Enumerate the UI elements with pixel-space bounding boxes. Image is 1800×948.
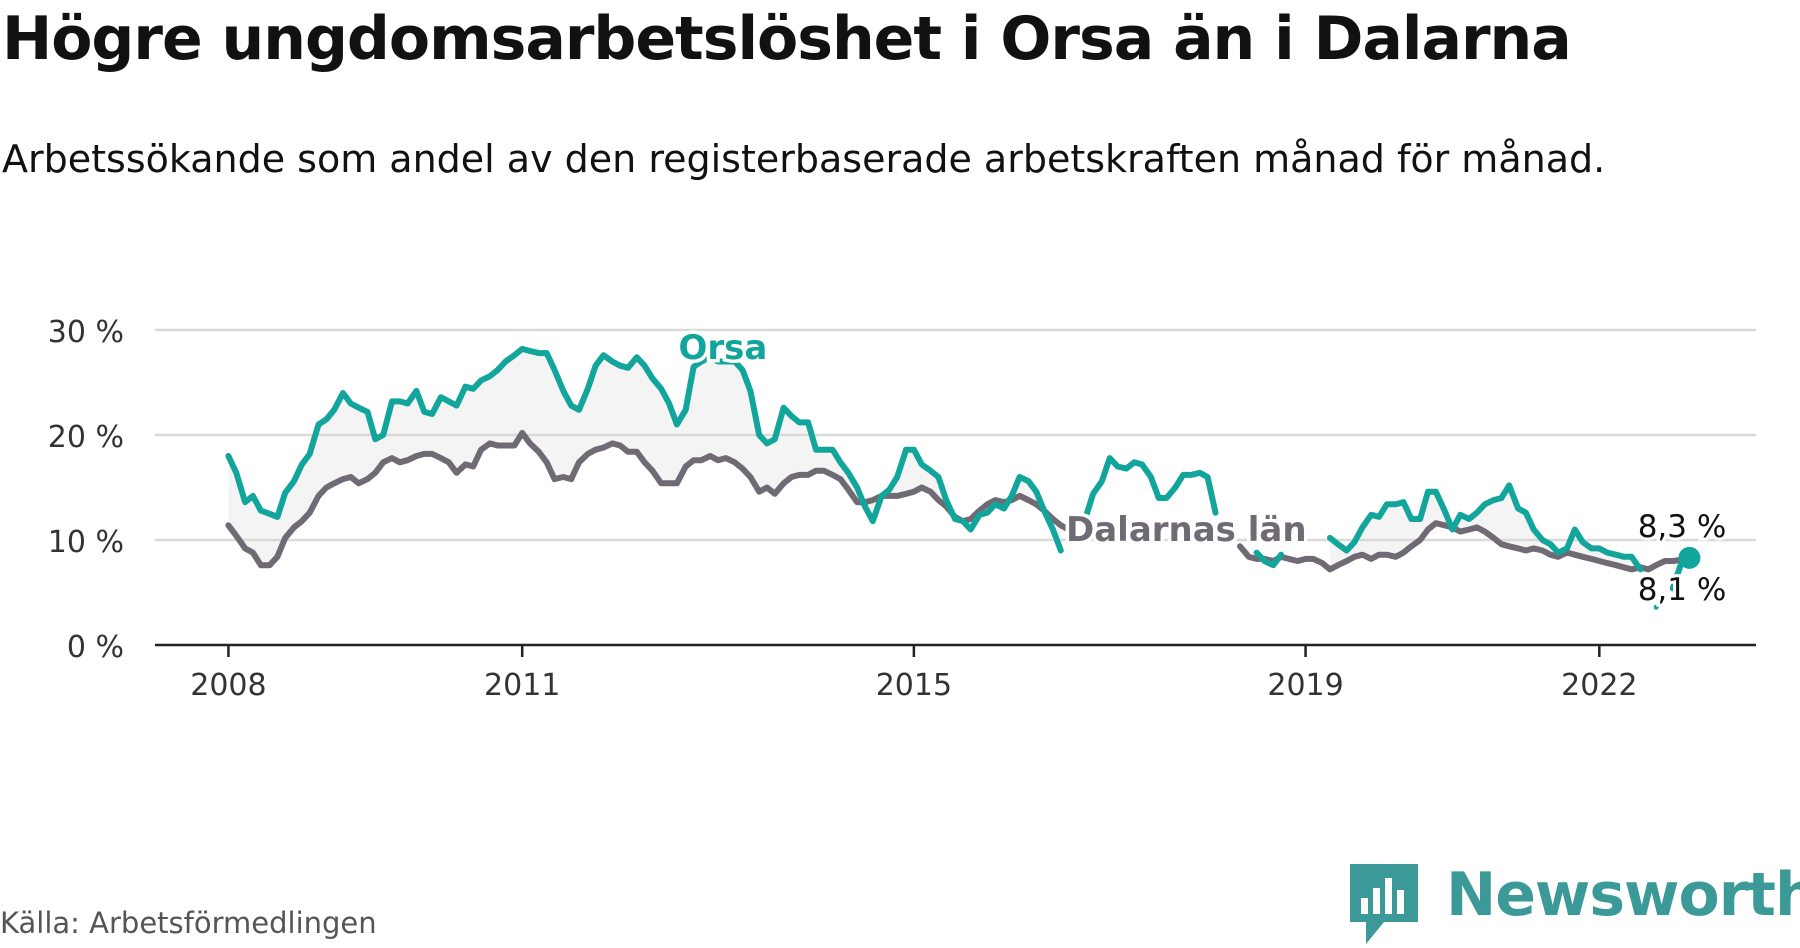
dalarna-series-line (1237, 520, 1684, 573)
chart-title: Högre ungdomsarbetslöshet i Orsa än i Da… (2, 4, 1572, 74)
orsa-end-marker (1678, 546, 1701, 569)
gridlines (155, 328, 1756, 542)
y-tick-label: 30 % (48, 315, 124, 350)
orsa-value-annotation: 8,3 % (1638, 509, 1727, 545)
orsa-series-line (1327, 482, 1644, 573)
orsa-series-line (1082, 455, 1219, 522)
orsa-series-line (1253, 549, 1285, 569)
y-tick-label: 10 % (48, 525, 124, 560)
y-tick-label: 20 % (48, 420, 124, 455)
x-tick-label: 2015 (876, 668, 952, 703)
brand-name: Newsworthy (1446, 860, 1800, 930)
orsa-series-label: Orsa (679, 328, 768, 368)
x-tick-label: 2008 (190, 668, 266, 703)
gap-fill (228, 348, 1681, 589)
bar-chart-icon (1350, 864, 1418, 944)
dalarna-series-label: Dalarnas län (1066, 510, 1307, 550)
gap-area (228, 348, 1061, 566)
dalarna-series-line (225, 429, 1072, 569)
newsworthy-logo[interactable]: Newsworthy (1346, 860, 1800, 946)
x-tick-label: 2019 (1267, 668, 1343, 703)
chart-subtitle: Arbetssökande som andel av den registerb… (2, 137, 1606, 181)
source-note: Källa: Arbetsförmedlingen (0, 906, 377, 940)
series-lines (225, 345, 1701, 610)
y-tick-label: 0 % (67, 630, 124, 665)
axes: 0 % 10 % 20 % 30 % 2008 2011 2015 2019 2022 (48, 315, 1756, 703)
orsa-series-point (1653, 604, 1659, 610)
line-chart: 0 % 10 % 20 % 30 % 2008 2011 2015 2019 2022 Orsa… (48, 315, 1756, 703)
orsa-series-line (225, 345, 1064, 554)
x-tick-label: 2022 (1561, 668, 1637, 703)
x-tick-label: 2011 (484, 668, 560, 703)
series-labels: Orsa Dalarnas län 8,3 % 8,1 % (675, 325, 1729, 612)
dalarna-value-annotation: 8,1 % (1638, 572, 1727, 608)
